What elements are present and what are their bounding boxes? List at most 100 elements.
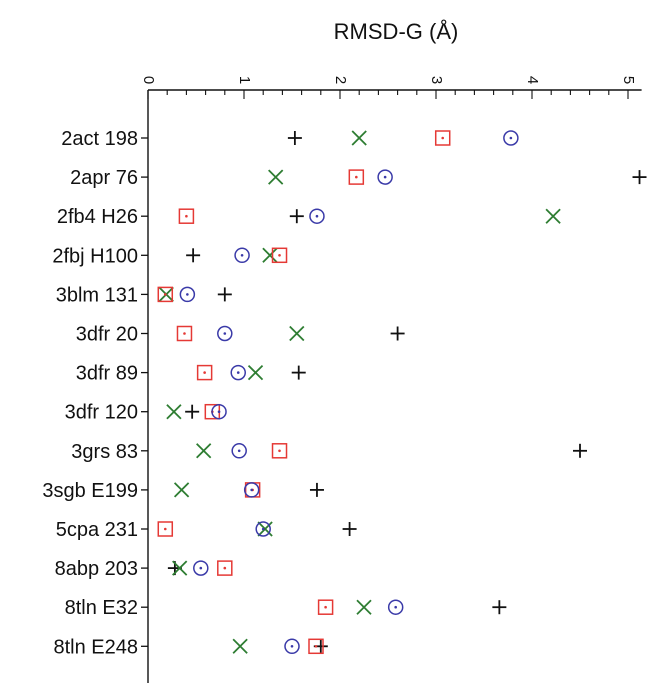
point-plus [291, 365, 306, 380]
point-square-dot [271, 443, 288, 459]
chart-title: RMSD-G (Å) [334, 19, 459, 44]
point-circle-dot [217, 325, 233, 342]
point-x [232, 638, 248, 654]
square-outline [317, 599, 334, 615]
point-square-dot [434, 130, 451, 146]
point-square-dot [157, 521, 174, 537]
category-label: 3sgb E199 [42, 480, 138, 502]
point-plus [287, 131, 302, 145]
x-stroke-b [351, 130, 367, 146]
x-stroke-b [257, 521, 273, 537]
x-stroke-b [545, 208, 561, 224]
circle-outline [503, 130, 519, 146]
square-center-dot [163, 527, 167, 531]
x-stroke-b [232, 638, 248, 654]
circle-center-dot [250, 488, 253, 492]
point-square-dot [217, 560, 233, 576]
x-stroke-b [173, 482, 190, 498]
circle-center-dot [290, 645, 294, 648]
square-outline [217, 560, 233, 576]
circle-outline [193, 560, 209, 576]
square-outline [271, 247, 288, 264]
circle-outline [255, 521, 271, 537]
point-circle-dot [234, 247, 250, 264]
point-x [351, 130, 367, 146]
circle-center-dot [186, 293, 189, 296]
point-plus [309, 482, 324, 497]
point-x [257, 521, 273, 537]
point-circle-dot [193, 560, 209, 576]
x-tick-label: 2 [332, 76, 349, 84]
point-square-dot [178, 208, 195, 224]
square-center-dot [314, 645, 318, 648]
square-center-dot [278, 449, 281, 453]
square-center-dot [223, 566, 227, 570]
category-label: 8tln E32 [65, 597, 138, 619]
circle-center-dot [383, 175, 387, 179]
square-center-dot [183, 332, 186, 335]
x-tick-label: 1 [236, 76, 253, 84]
point-circle-dot [309, 208, 325, 224]
square-outline [434, 130, 451, 146]
circle-outline [179, 286, 196, 303]
square-center-dot [185, 214, 188, 218]
point-circle-dot [211, 403, 227, 420]
point-x [173, 482, 190, 498]
circle-outline [211, 403, 227, 420]
category-label: 2apr 76 [70, 167, 138, 189]
point-plus [217, 287, 232, 302]
square-outline [178, 208, 195, 224]
category-labels: 2act 198 2apr 76 2fb4 H26 2fbj H100 3blm 131… [42, 128, 138, 658]
point-square-dot [317, 599, 334, 615]
circle-outline [234, 247, 250, 264]
circle-outline [387, 599, 404, 615]
square-outline [157, 521, 174, 537]
x-tick-label: 3 [428, 76, 445, 84]
point-plus [289, 209, 304, 224]
x-tick-label: 4 [524, 76, 541, 84]
point-x [545, 208, 561, 224]
point-square-dot [348, 169, 365, 185]
point-x [356, 599, 372, 615]
circle-center-dot [237, 449, 241, 453]
axes: 0 1 2 3 4 5 [140, 76, 642, 683]
point-plus [492, 600, 507, 615]
category-label: 3grs 83 [71, 441, 138, 463]
point-plus [573, 443, 587, 458]
data-marks [157, 130, 647, 655]
point-circle-dot [243, 482, 260, 498]
point-x [247, 364, 264, 381]
x-stroke-b [166, 404, 182, 420]
point-x [268, 169, 284, 185]
category-label: 3dfr 89 [76, 363, 138, 385]
square-outline [348, 169, 365, 185]
category-label: 2fbj H100 [52, 245, 138, 267]
point-plus [185, 404, 200, 419]
category-label: 8tln E248 [53, 636, 138, 658]
point-x [166, 404, 182, 420]
square-outline [157, 286, 174, 303]
point-square-dot [271, 247, 288, 264]
circle-center-dot [240, 254, 244, 257]
category-label: 3dfr 120 [65, 402, 138, 424]
category-label: 2act 198 [61, 128, 138, 150]
circle-center-dot [223, 332, 227, 335]
point-circle-dot [387, 599, 404, 615]
square-center-dot [324, 605, 327, 609]
square-center-dot [278, 254, 281, 257]
point-square-dot [196, 364, 213, 381]
point-plus [632, 170, 647, 185]
x-stroke-b [268, 169, 284, 185]
circle-outline [284, 638, 300, 655]
category-label: 5cpa 231 [56, 519, 138, 541]
point-circle-dot [230, 364, 246, 381]
x-stroke-b [172, 560, 188, 576]
point-square-dot [157, 286, 174, 303]
category-label: 8abp 203 [55, 558, 138, 580]
square-outline [196, 364, 213, 381]
x-stroke-b [289, 325, 305, 342]
circle-outline [377, 169, 393, 185]
category-label: 3blm 131 [56, 284, 138, 306]
circle-center-dot [261, 527, 265, 531]
